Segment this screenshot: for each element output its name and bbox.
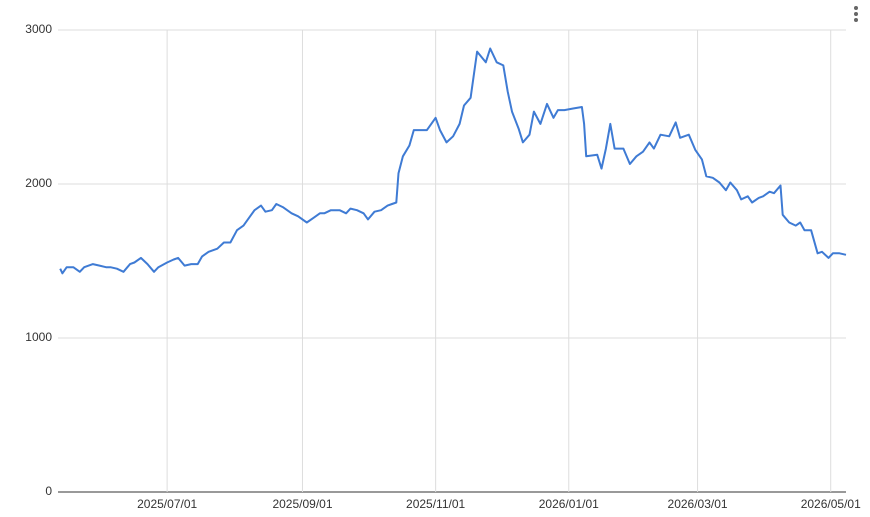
menu-icon[interactable] [854,6,858,22]
x-tick-label: 2025/09/01 [272,497,332,511]
y-tick-label: 3000 [25,22,52,36]
x-tick-label: 2025/11/01 [406,497,465,511]
y-tick-label: 2000 [25,176,52,190]
x-tick-label: 2025/07/01 [137,497,197,511]
y-tick-label: 1000 [25,330,52,344]
menu-dot [854,6,858,10]
x-tick-label: 2026/05/01 [801,497,861,511]
menu-dot [854,18,858,22]
x-tick-label: 2026/03/01 [668,497,728,511]
y-tick-label: 0 [45,484,52,498]
data-line [59,47,847,275]
x-tick-label: 2026/01/01 [539,497,599,511]
menu-dot [854,12,858,16]
